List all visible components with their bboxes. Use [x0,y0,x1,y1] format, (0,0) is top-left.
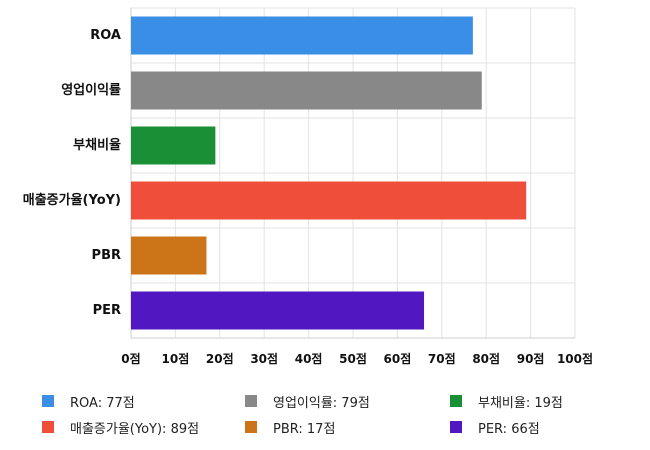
legend-label: ROA: 77점 [70,395,135,411]
x-tick-label: 10점 [162,351,190,366]
x-tick-label: 0점 [121,351,140,366]
x-tick-label: 50점 [339,351,367,366]
bar [131,236,207,275]
legend-swatch [42,395,54,407]
legend-label: PER: 66점 [478,421,540,437]
x-tick-label: 100점 [557,351,593,366]
bar [131,71,482,110]
legend-label: 영업이익률: 79점 [273,395,370,411]
x-tick-label: 60점 [384,351,412,366]
bar [131,181,527,220]
category-label: 부채비율 [73,137,121,153]
legend-item: PBR: 17점 [245,417,335,437]
x-tick-label: 30점 [250,351,278,366]
bar [131,16,473,55]
category-label: 매출증가율(YoY) [23,192,121,208]
category-label: 영업이익률 [61,82,121,98]
legend-swatch [450,395,462,407]
legend-swatch [42,421,54,433]
legend-label: PBR: 17점 [273,421,336,437]
legend-swatch [245,421,257,433]
x-tick-label: 20점 [206,351,234,366]
x-tick-label: 80점 [472,351,500,366]
legend-item: 매출증가율(YoY): 89점 [42,417,199,437]
grid-lines [130,7,576,339]
x-tick-label: 70점 [428,351,456,366]
bars [131,16,527,330]
x-tick-label: 90점 [517,351,545,366]
legend-label: 부채비율: 19점 [478,395,563,411]
legend-item: 영업이익률: 79점 [245,391,370,411]
legend-item: 부채비율: 19점 [450,391,563,411]
category-label: PBR [92,248,121,263]
legend-item: PER: 66점 [450,417,540,437]
legend-swatch [245,395,257,407]
bar [131,291,425,330]
x-axis-ticks: 0점 10점 20점 30점 40점 50점 60점 70점 80점 90점 100점 [121,351,593,366]
x-tick-label: 40점 [295,351,323,366]
legend-label: 매출증가율(YoY): 89점 [70,421,200,437]
legend-item: ROA: 77점 [42,391,135,411]
bar [131,126,216,165]
category-label: ROA [90,28,121,43]
category-label: PER [93,303,121,318]
legend-swatch [450,421,462,433]
